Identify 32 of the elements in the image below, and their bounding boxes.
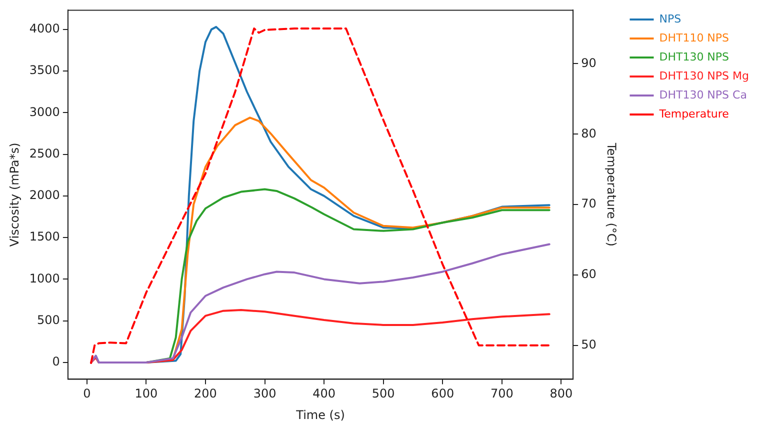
y2-tick-label: 70 (581, 196, 596, 211)
y-tick-label: 2000 (29, 188, 60, 202)
y-tick-label: 4000 (29, 22, 60, 36)
x-tick-label: 100 (134, 386, 158, 401)
y2-tick-label: 90 (581, 56, 596, 70)
y2-tick-label: 80 (581, 126, 596, 140)
y-tick-label: 2500 (29, 146, 60, 160)
y-tick-label: 500 (37, 312, 60, 327)
x-axis-title: Time (s) (295, 408, 345, 422)
legend-label: DHT110 NPS (659, 31, 730, 44)
x-tick-label: 0 (83, 386, 91, 401)
y-tick-label: 3000 (29, 104, 60, 119)
x-tick-label: 200 (194, 386, 217, 401)
legend-label: Temperature (658, 107, 730, 120)
legend-label: DHT130 NPS (659, 50, 730, 64)
x-tick-label: 400 (312, 386, 336, 401)
x-tick-label: 600 (431, 386, 454, 401)
y-tick-label: 1500 (29, 230, 60, 244)
x-tick-label: 500 (372, 386, 395, 401)
y2-axis-title: Temperature (°C) (604, 142, 618, 246)
y-tick-label: 1000 (29, 271, 60, 286)
legend-label: NPS (659, 12, 682, 26)
y2-tick-label: 60 (581, 267, 596, 282)
y-tick-label: 3500 (29, 63, 60, 78)
x-tick-label: 300 (253, 386, 276, 401)
y-tick-label: 0 (52, 354, 60, 369)
legend-label: DHT130 NPS Mg (659, 69, 750, 82)
y-axis-title: Viscosity (mPa*s) (7, 142, 22, 247)
x-tick-label: 800 (550, 386, 573, 401)
y2-tick-label: 50 (581, 338, 596, 352)
x-tick-label: 700 (490, 386, 514, 401)
legend-label: DHT130 NPS Ca (659, 88, 747, 102)
